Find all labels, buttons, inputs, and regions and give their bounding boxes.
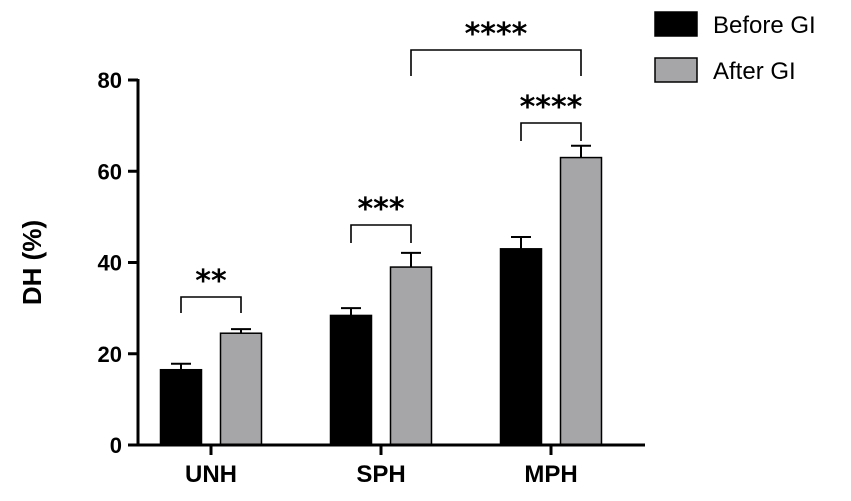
x-tick-label-unh: UNH xyxy=(185,461,237,488)
x-tick-label-sph: SPH xyxy=(356,461,405,488)
legend-label: Before GI xyxy=(713,12,816,39)
bar-unh-after-gi xyxy=(219,332,263,446)
y-tick-label: 80 xyxy=(98,68,122,93)
legend-swatch xyxy=(654,11,698,37)
y-tick-label: 20 xyxy=(98,342,122,367)
significance-label: **** xyxy=(520,90,583,125)
significance-bracket: ** xyxy=(180,264,242,313)
bar-mph-before-gi xyxy=(499,248,543,446)
significance-bracket: *** xyxy=(350,192,412,243)
y-tick-label: 40 xyxy=(98,251,122,276)
legend-item-after-gi: After GI xyxy=(654,57,796,85)
y-tick-label: 0 xyxy=(110,433,122,458)
bar-sph-after-gi xyxy=(389,266,433,446)
significance-bracket: **** xyxy=(520,90,583,141)
bar-unh-before-gi xyxy=(159,368,203,446)
error-bar-sph-after-gi xyxy=(401,251,421,268)
y-tick-label: 60 xyxy=(98,159,122,184)
error-bar-mph-before-gi xyxy=(511,235,531,249)
significance-label: *** xyxy=(357,192,404,227)
error-bar-unh-before-gi xyxy=(171,362,191,370)
error-bar-unh-after-gi xyxy=(231,328,251,334)
bracket-line xyxy=(520,122,582,141)
significance-bracket: **** xyxy=(410,17,582,76)
error-bar-sph-before-gi xyxy=(341,307,361,316)
bar-mph-after-gi xyxy=(559,156,603,446)
bracket-line xyxy=(350,224,412,243)
significance-label: **** xyxy=(465,17,528,52)
y-axis-title: DH (%) xyxy=(17,220,47,305)
legend-item-before-gi: Before GI xyxy=(654,11,816,39)
legend-swatch xyxy=(654,57,698,83)
x-tick-label-mph: MPH xyxy=(524,461,577,488)
bracket-line xyxy=(180,296,242,313)
bar-sph-before-gi xyxy=(329,314,373,446)
legend-label: After GI xyxy=(713,58,796,85)
bracket-line xyxy=(410,49,582,76)
significance-label: ** xyxy=(195,264,227,299)
error-bar-mph-after-gi xyxy=(571,144,591,158)
